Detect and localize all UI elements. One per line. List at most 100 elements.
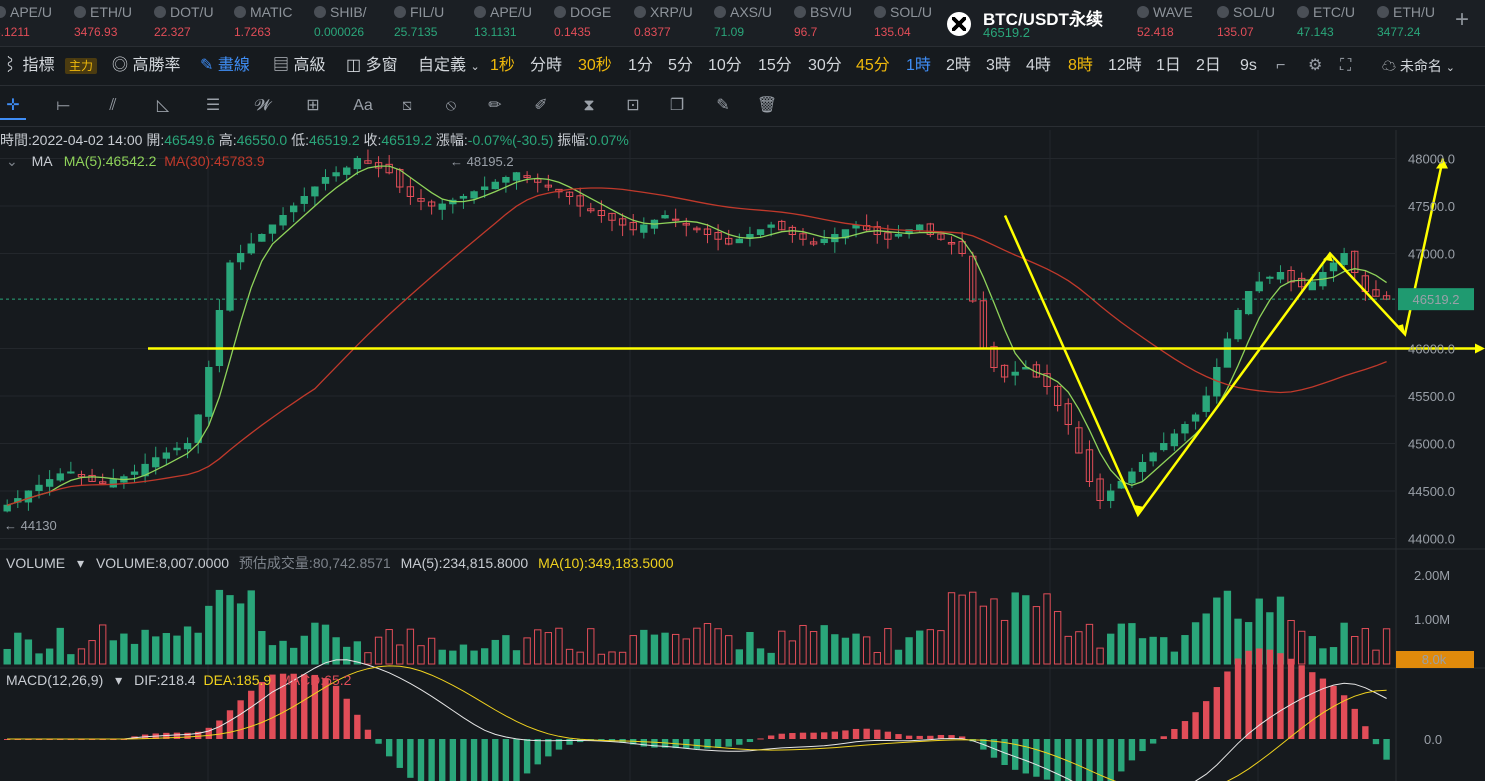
macd-bar [863,728,870,739]
interval-3[interactable]: 1分 [628,57,653,74]
chevron-down-icon[interactable]: ▾ [115,672,123,688]
lock-icon[interactable]: ⧗ [583,97,595,114]
ticker-item[interactable]: XRP/U 0.8377 [634,2,712,44]
macd-bar [1362,726,1369,739]
candle-body [1340,253,1348,265]
high-marker: ← 48195.2 [450,154,514,169]
add-ticker-icon[interactable]: + [1455,6,1470,33]
eye-icon[interactable]: ⊡ [626,97,640,114]
interval-12[interactable]: 4時 [1026,57,1051,74]
screenshot-icon[interactable]: ⌐ [1276,57,1286,74]
ticker-item[interactable]: ETH/U 3477.24 [1377,2,1455,44]
horizontal-line-icon[interactable]: ⟝ [56,97,70,114]
edit-icon[interactable]: ✎ [716,97,730,114]
interval-7[interactable]: 30分 [808,57,842,74]
draw-button[interactable]: ✎ 畫線 [200,56,250,76]
indicators-button[interactable]: ⌇ 指標 主力 [2,56,97,76]
wave-icon[interactable]: 𝓦 [254,97,272,114]
interval-16[interactable]: 2日 [1196,57,1221,74]
ticker-item[interactable]: APE/U 3.1211 [0,2,72,44]
interval-2[interactable]: 30秒 [578,57,612,74]
macd-bar [1107,739,1114,781]
candle-body [1298,277,1306,288]
volume-bar [406,628,415,665]
volume-bar [343,646,351,665]
multi-window-button[interactable]: ◫ 多窗 [346,56,398,76]
parallel-lines-icon[interactable]: ☰ [205,97,221,114]
volume-bar [608,651,616,665]
ma-legend[interactable]: ⌄ MA MA(5):46542.2 MA(30):45783.9 [6,153,265,170]
settings-icon[interactable]: ⚙ [1308,57,1323,74]
volume-bar [1287,619,1295,665]
time-label: 時間: [0,132,32,148]
interval-11[interactable]: 3時 [986,57,1011,74]
interval-14[interactable]: 12時 [1108,57,1142,74]
interval-6[interactable]: 15分 [758,57,792,74]
advanced-button[interactable]: ▤ 高級 [273,56,325,76]
ticker-item[interactable]: APE/U 13.1131 [474,2,552,44]
interval-8[interactable]: 45分 [856,57,890,74]
volume-bar [1298,630,1306,665]
ticker-item[interactable]: DOT/U 22.327 [154,2,232,44]
trend-line-icon[interactable]: ⫽ [109,97,117,114]
ticker-price: 3477.24 [1377,25,1421,39]
macd-bar [1372,739,1380,745]
macd-legend[interactable]: MACD(12,26,9) ▾ DIF:218.4 DEA:185.9 MACD… [6,672,351,689]
macd-bar [1022,739,1029,774]
user-drawings[interactable] [148,158,1485,518]
macd-bar [598,739,605,741]
ticker-item[interactable]: BSV/U 96.7 [794,2,872,44]
copy-icon[interactable]: ❐ [669,97,685,114]
volume-legend[interactable]: VOLUME ▾ VOLUME:8,007.0000 预估成交量:80,742.… [6,553,674,573]
ticker-item[interactable]: WAVE 52.418 [1137,2,1215,44]
win-rate-button[interactable]: ◎ 高勝率 [112,56,180,76]
chevron-down-icon[interactable]: ▾ [77,555,85,571]
indicators-label: 指標 [22,57,55,74]
pen-icon[interactable]: ✏ [488,97,502,114]
macd-bar [651,739,658,748]
ticker-item[interactable]: DOGE 0.1435 [554,2,632,44]
volume-bar [1107,633,1115,665]
ticker-item[interactable]: SOL/U 135.04 [874,2,952,44]
macd-bar [1245,650,1252,739]
macd-bar [343,698,350,739]
fullscreen-icon[interactable]: ⛶ [1340,57,1352,74]
ticker-item[interactable]: SOL/U 135.07 [1217,2,1295,44]
ruler-icon[interactable]: ⧅ [401,97,413,114]
interval-1[interactable]: 分時 [530,57,563,74]
trash-icon[interactable]: 🗑 [756,97,778,114]
ticker-item[interactable]: SHIB/0.000026 [314,2,392,44]
macd-bar [205,727,212,739]
macd-bar [226,710,234,739]
interval-5[interactable]: 10分 [708,57,742,74]
interval-4[interactable]: 5分 [668,57,693,74]
volume-bar [661,632,669,665]
ticker-item[interactable]: MATIC 1.7263 [234,2,312,44]
volume-layer: 2.00M 1.00M 8.0k [3,568,1474,668]
chevron-down-icon[interactable]: ⌄ [6,153,18,169]
interval-10[interactable]: 2時 [946,57,971,74]
interval-0[interactable]: 1秒 [490,57,515,74]
crosshair-icon[interactable]: ✛ [0,94,26,120]
ticker-item[interactable]: FIL/U 25.7135 [394,2,472,44]
interval-9[interactable]: 1時 [906,57,931,74]
layout-dropdown[interactable]: ☁ 未命名 ⌄ [1382,56,1455,76]
candle-body [969,255,977,302]
magnet-icon[interactable]: ⦸ [445,97,457,114]
ticker-item[interactable]: ETC/U 47.143 [1297,2,1375,44]
macd-bar [237,700,244,739]
ticker-item[interactable]: AXS/U 71.09 [714,2,792,44]
interval-15[interactable]: 1日 [1156,57,1181,74]
measure-icon[interactable]: ⊞ [306,97,320,114]
interval-17[interactable]: 9s [1240,57,1257,74]
macd-bar [1054,739,1061,781]
candle-body [417,198,425,202]
angle-icon[interactable]: ◺ [156,97,170,114]
text-icon[interactable]: Aa [353,97,373,114]
ticker-item[interactable]: ETH/U 3476.93 [74,2,152,44]
brush-icon[interactable]: ✐ [534,97,548,114]
custom-dropdown[interactable]: 自定義 ⌄ [418,56,480,76]
interval-13[interactable]: 8時 [1068,57,1093,74]
volume-bar [1064,635,1072,665]
